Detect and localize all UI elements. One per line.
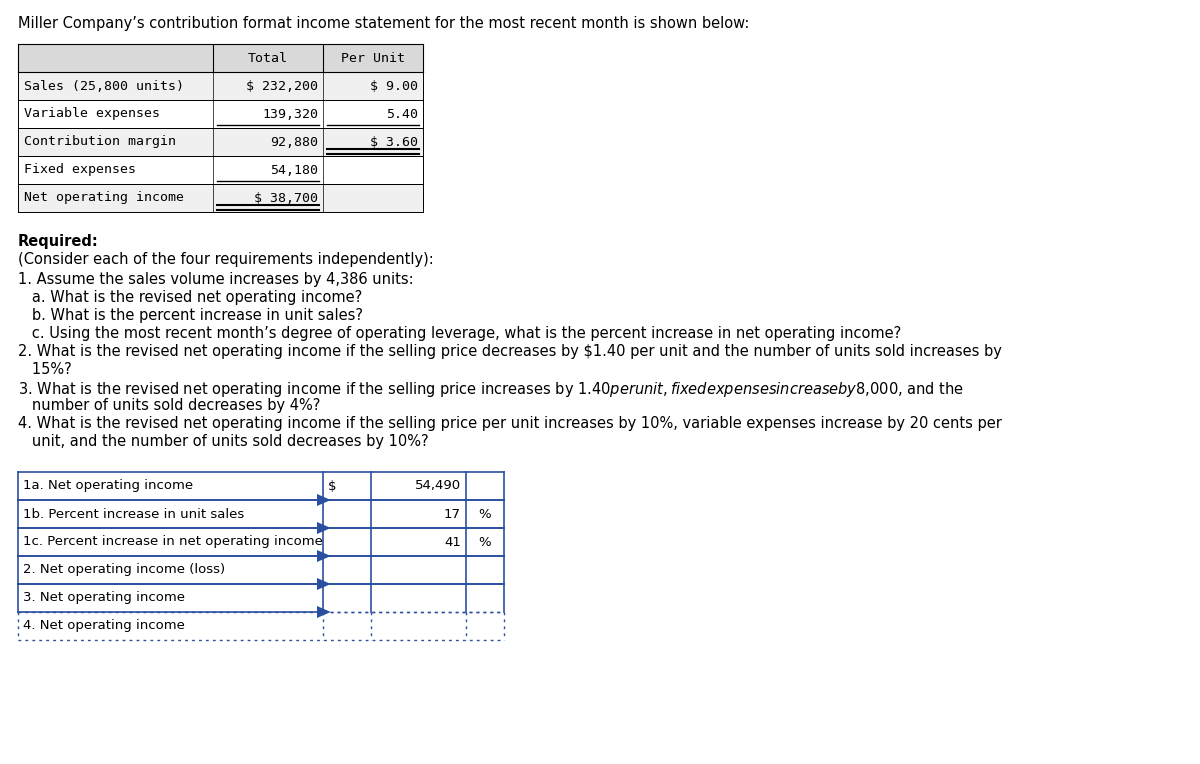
Text: b. What is the percent increase in unit sales?: b. What is the percent increase in unit … <box>18 308 364 323</box>
Text: 1c. Percent increase in net operating income: 1c. Percent increase in net operating in… <box>23 536 323 549</box>
Text: Per Unit: Per Unit <box>341 51 406 64</box>
Text: 1b. Percent increase in unit sales: 1b. Percent increase in unit sales <box>23 507 245 520</box>
Polygon shape <box>317 522 331 534</box>
Text: 2. What is the revised net operating income if the selling price decreases by $1: 2. What is the revised net operating inc… <box>18 344 1002 359</box>
Polygon shape <box>317 606 331 618</box>
Text: Variable expenses: Variable expenses <box>24 108 160 121</box>
Text: c. Using the most recent month’s degree of operating leverage, what is the perce: c. Using the most recent month’s degree … <box>18 326 901 341</box>
Bar <box>18 612 504 640</box>
Text: a. What is the revised net operating income?: a. What is the revised net operating inc… <box>18 290 362 305</box>
Text: 41: 41 <box>444 536 461 549</box>
Bar <box>18 528 504 556</box>
Text: 4. What is the revised net operating income if the selling price per unit increa: 4. What is the revised net operating inc… <box>18 416 1002 431</box>
Text: Required:: Required: <box>18 234 98 249</box>
Text: 1a. Net operating income: 1a. Net operating income <box>23 480 193 493</box>
Text: %: % <box>479 507 491 520</box>
Text: $ 3.60: $ 3.60 <box>370 135 418 148</box>
Text: 1. Assume the sales volume increases by 4,386 units:: 1. Assume the sales volume increases by … <box>18 272 414 287</box>
Text: number of units sold decreases by 4%?: number of units sold decreases by 4%? <box>18 398 320 413</box>
Text: 54,180: 54,180 <box>270 163 318 176</box>
Text: 2. Net operating income (loss): 2. Net operating income (loss) <box>23 564 226 577</box>
Text: $ 9.00: $ 9.00 <box>370 79 418 92</box>
Text: Fixed expenses: Fixed expenses <box>24 163 136 176</box>
Text: 92,880: 92,880 <box>270 135 318 148</box>
Text: 3. What is the revised net operating income if the selling price increases by $1: 3. What is the revised net operating inc… <box>18 380 964 399</box>
Text: Net operating income: Net operating income <box>24 192 184 205</box>
Bar <box>18 472 504 500</box>
Bar <box>18 44 424 72</box>
Bar <box>18 72 424 100</box>
Text: 54,490: 54,490 <box>415 480 461 493</box>
Bar <box>18 184 424 212</box>
Polygon shape <box>317 550 331 562</box>
Bar <box>18 556 504 584</box>
Bar <box>18 128 424 156</box>
Polygon shape <box>317 578 331 590</box>
Text: Sales (25,800 units): Sales (25,800 units) <box>24 79 184 92</box>
Text: %: % <box>479 536 491 549</box>
Polygon shape <box>317 494 331 506</box>
Text: Total: Total <box>248 51 288 64</box>
Text: 17: 17 <box>444 507 461 520</box>
Text: (Consider each of the four requirements independently):: (Consider each of the four requirements … <box>18 252 433 267</box>
Text: 4. Net operating income: 4. Net operating income <box>23 620 185 633</box>
Text: $: $ <box>328 480 336 493</box>
Text: Miller Company’s contribution format income statement for the most recent month : Miller Company’s contribution format inc… <box>18 16 749 31</box>
Bar <box>18 500 504 528</box>
Text: $ 38,700: $ 38,700 <box>254 192 318 205</box>
Text: 5.40: 5.40 <box>386 108 418 121</box>
Bar <box>18 584 504 612</box>
Text: unit, and the number of units sold decreases by 10%?: unit, and the number of units sold decre… <box>18 434 428 449</box>
Text: $ 232,200: $ 232,200 <box>246 79 318 92</box>
Bar <box>18 156 424 184</box>
Text: Contribution margin: Contribution margin <box>24 135 176 148</box>
Text: 139,320: 139,320 <box>262 108 318 121</box>
Bar <box>18 100 424 128</box>
Text: 15%?: 15%? <box>18 362 72 377</box>
Text: 3. Net operating income: 3. Net operating income <box>23 591 185 604</box>
